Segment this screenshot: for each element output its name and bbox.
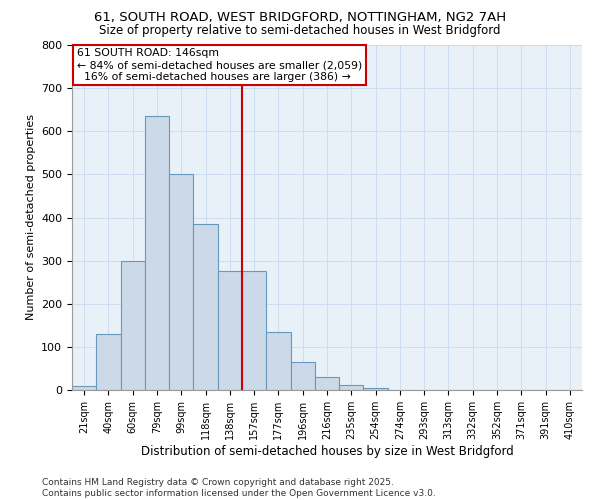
Bar — [218, 272, 242, 390]
Y-axis label: Number of semi-detached properties: Number of semi-detached properties — [26, 114, 35, 320]
Bar — [96, 334, 121, 390]
X-axis label: Distribution of semi-detached houses by size in West Bridgford: Distribution of semi-detached houses by … — [140, 444, 514, 458]
Bar — [315, 377, 339, 390]
Bar — [72, 386, 96, 390]
Text: 61 SOUTH ROAD: 146sqm
← 84% of semi-detached houses are smaller (2,059)
  16% of: 61 SOUTH ROAD: 146sqm ← 84% of semi-deta… — [77, 48, 362, 82]
Bar — [364, 388, 388, 390]
Text: 61, SOUTH ROAD, WEST BRIDGFORD, NOTTINGHAM, NG2 7AH: 61, SOUTH ROAD, WEST BRIDGFORD, NOTTINGH… — [94, 11, 506, 24]
Bar — [145, 116, 169, 390]
Text: Size of property relative to semi-detached houses in West Bridgford: Size of property relative to semi-detach… — [99, 24, 501, 37]
Bar — [193, 224, 218, 390]
Text: Contains HM Land Registry data © Crown copyright and database right 2025.
Contai: Contains HM Land Registry data © Crown c… — [42, 478, 436, 498]
Bar — [242, 272, 266, 390]
Bar — [339, 385, 364, 390]
Bar — [169, 174, 193, 390]
Bar — [290, 362, 315, 390]
Bar — [266, 332, 290, 390]
Bar — [121, 260, 145, 390]
